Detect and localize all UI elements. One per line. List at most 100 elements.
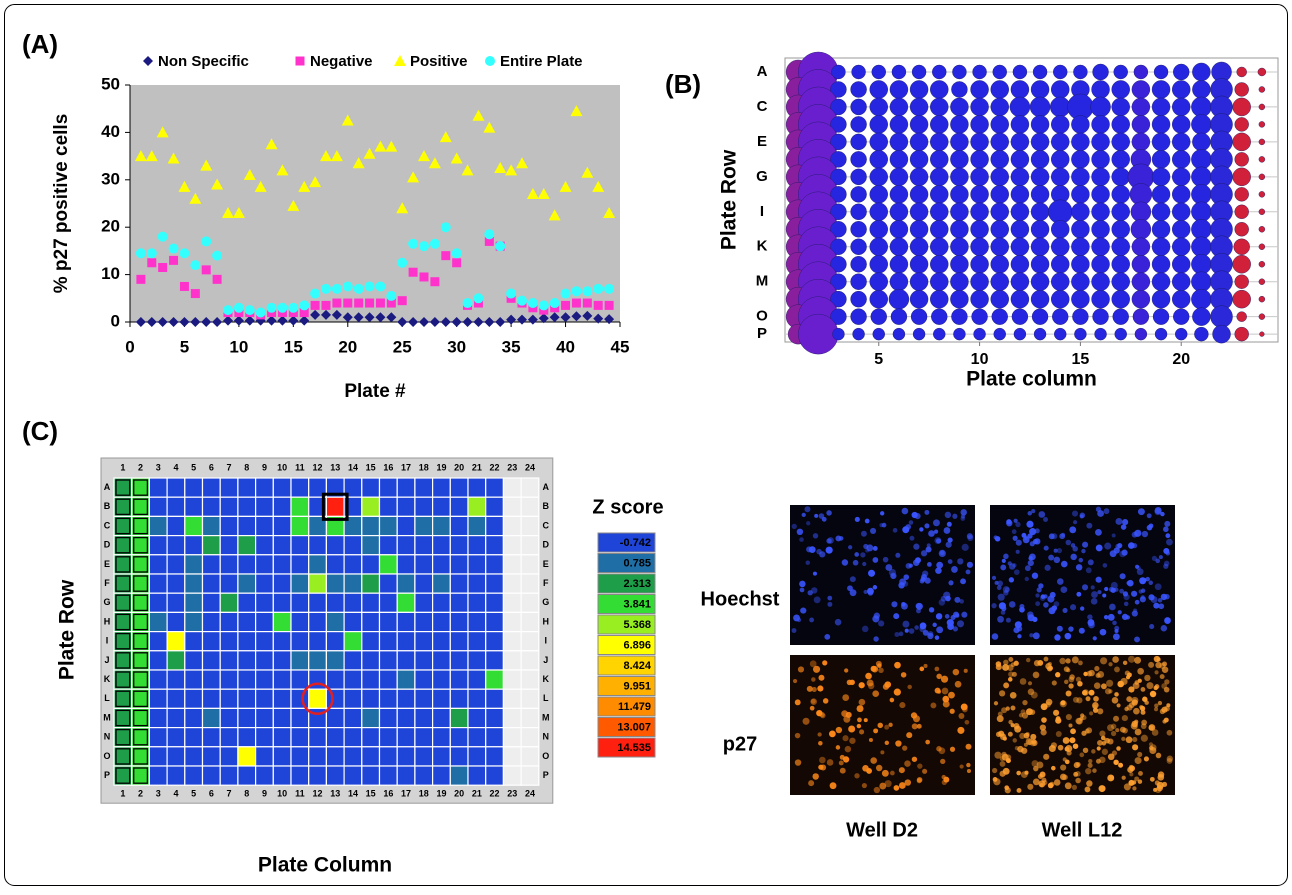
cell-nucleus bbox=[938, 747, 946, 755]
cell-nucleus bbox=[1153, 655, 1161, 663]
heat-cell bbox=[432, 496, 451, 518]
heat-cell bbox=[361, 515, 381, 537]
cell-nucleus bbox=[1071, 656, 1079, 664]
cell-nucleus bbox=[794, 732, 801, 739]
heat-cell bbox=[166, 592, 186, 614]
heat-cell bbox=[290, 592, 310, 614]
bubble bbox=[1030, 115, 1050, 134]
bubble bbox=[932, 64, 947, 80]
column-label: 12 bbox=[313, 789, 323, 799]
cell-nucleus bbox=[1070, 728, 1076, 735]
marker bbox=[179, 317, 190, 327]
cell-nucleus bbox=[1107, 613, 1115, 621]
cell-nucleus bbox=[809, 660, 817, 668]
marker bbox=[134, 150, 147, 162]
bubble bbox=[1234, 187, 1249, 202]
empty-cell bbox=[502, 630, 522, 652]
cell-nucleus bbox=[1065, 713, 1072, 721]
bubble bbox=[830, 256, 847, 273]
heat-cell bbox=[361, 707, 381, 729]
cell-nucleus bbox=[875, 764, 883, 772]
cell-nucleus bbox=[1059, 533, 1066, 540]
bubble bbox=[990, 237, 1009, 256]
bubble bbox=[1010, 255, 1030, 274]
bubble bbox=[1234, 152, 1249, 167]
bubble bbox=[990, 202, 1009, 221]
bubble bbox=[1151, 97, 1171, 117]
cell-nucleus bbox=[1027, 783, 1034, 790]
heat-cell bbox=[343, 554, 363, 575]
bubble bbox=[1113, 64, 1128, 80]
bubble bbox=[1091, 237, 1110, 256]
cell-nucleus bbox=[1091, 749, 1096, 754]
control-outline bbox=[115, 556, 131, 573]
heat-cell bbox=[237, 669, 257, 690]
cell-nucleus bbox=[1030, 691, 1038, 699]
heat-cell bbox=[432, 669, 451, 690]
marker bbox=[430, 277, 440, 287]
cell-nucleus bbox=[801, 512, 806, 518]
bubble bbox=[1053, 64, 1068, 80]
y-tick-label: P bbox=[757, 325, 767, 342]
cell-nucleus bbox=[930, 702, 937, 709]
cell-nucleus bbox=[1030, 733, 1037, 740]
marker bbox=[385, 140, 398, 152]
cell-nucleus bbox=[960, 703, 968, 711]
heat-cell bbox=[113, 592, 133, 614]
bubble bbox=[970, 255, 989, 274]
bubble bbox=[1091, 115, 1110, 134]
cell-nucleus bbox=[1153, 602, 1160, 609]
heat-cell bbox=[361, 630, 381, 652]
cell-nucleus bbox=[901, 602, 906, 607]
heat-cell bbox=[255, 477, 274, 498]
heat-cell bbox=[414, 592, 434, 614]
cell-nucleus bbox=[997, 593, 1005, 601]
column-label: 21 bbox=[472, 462, 482, 472]
cell-nucleus bbox=[793, 614, 800, 622]
cell-nucleus bbox=[1136, 568, 1144, 576]
colorbar-label: -0.742 bbox=[620, 537, 651, 549]
bubble bbox=[1133, 64, 1149, 80]
bubble bbox=[830, 308, 847, 325]
marker bbox=[157, 231, 168, 242]
heat-cell bbox=[113, 726, 133, 748]
bubble bbox=[1111, 202, 1130, 221]
cell-nucleus bbox=[841, 559, 849, 566]
cell-nucleus bbox=[1012, 563, 1017, 568]
heat-cell bbox=[325, 630, 345, 652]
cell-nucleus bbox=[1095, 758, 1101, 764]
cell-nucleus bbox=[893, 613, 900, 620]
cell-nucleus bbox=[1088, 758, 1093, 764]
cell-nucleus bbox=[885, 564, 893, 571]
cell-nucleus bbox=[1131, 590, 1138, 597]
cell-nucleus bbox=[1086, 522, 1093, 529]
bubble bbox=[909, 220, 929, 239]
column-label: 1 bbox=[120, 789, 125, 799]
marker bbox=[461, 164, 474, 176]
heat-cell bbox=[272, 688, 292, 710]
marker bbox=[232, 206, 245, 218]
cell-nucleus bbox=[996, 715, 1004, 723]
column-label: 1 bbox=[120, 462, 125, 472]
cell-nucleus bbox=[1139, 577, 1147, 585]
marker bbox=[495, 241, 506, 252]
cell-nucleus bbox=[1055, 672, 1061, 678]
cell-nucleus bbox=[1014, 621, 1022, 629]
heat-cell bbox=[308, 573, 328, 594]
cell-nucleus bbox=[908, 628, 915, 634]
cell-nucleus bbox=[1022, 699, 1028, 706]
cell-nucleus bbox=[806, 685, 813, 692]
marker bbox=[428, 157, 441, 169]
cell-nucleus bbox=[861, 625, 869, 633]
bubble bbox=[889, 220, 909, 239]
column-label: 7 bbox=[227, 789, 232, 799]
control-outline bbox=[133, 556, 149, 573]
marker bbox=[299, 315, 310, 326]
cell-nucleus bbox=[1029, 541, 1035, 547]
bubble bbox=[970, 185, 989, 204]
marker bbox=[321, 300, 331, 310]
cell-nucleus bbox=[966, 768, 972, 774]
cell-nucleus bbox=[1092, 704, 1097, 710]
heat-cell bbox=[361, 765, 381, 786]
heat-cell bbox=[148, 573, 168, 594]
